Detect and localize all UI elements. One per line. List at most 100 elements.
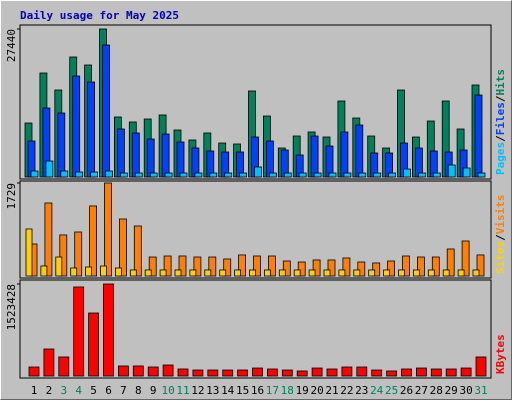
x-tick-label: 5: [90, 384, 97, 397]
legend-entry: Pages: [494, 142, 507, 175]
bar: [105, 170, 113, 178]
x-tick-label: 2: [46, 384, 53, 397]
x-tick-label: 26: [400, 384, 413, 397]
x-tick-label: 14: [221, 384, 235, 397]
bar: [343, 172, 352, 178]
bar: [313, 172, 322, 178]
bar: [178, 255, 187, 277]
bar: [161, 133, 170, 178]
bar: [176, 141, 185, 178]
bar: [278, 269, 286, 277]
x-tick-label: 25: [385, 384, 398, 397]
bar: [445, 368, 457, 377]
bar: [403, 168, 411, 178]
legend-entry: Visits: [494, 195, 507, 235]
bar: [103, 283, 114, 377]
x-tick-label: 3: [60, 384, 67, 397]
bar: [431, 256, 440, 277]
bar: [30, 170, 39, 178]
legend: KBytes: [494, 334, 507, 374]
bar: [461, 240, 470, 277]
x-tick-label: 16: [251, 384, 264, 397]
bar: [100, 265, 107, 277]
bar: [371, 369, 383, 377]
bar: [120, 172, 128, 178]
bar: [267, 255, 276, 277]
bar: [265, 140, 274, 178]
x-tick-label: 9: [150, 384, 157, 397]
bar: [25, 228, 33, 277]
bar: [266, 368, 278, 377]
legend-entry: Hits: [494, 69, 507, 96]
x-tick-label: 24: [370, 384, 384, 397]
bar: [430, 368, 442, 377]
x-tick-label: 18: [281, 384, 294, 397]
x-tick-label: 7: [120, 384, 127, 397]
y-tick-label: 27440: [5, 29, 18, 62]
bar: [447, 164, 456, 178]
legend-entry: Files: [494, 102, 507, 135]
bar: [476, 254, 485, 277]
bar: [134, 172, 143, 178]
bar: [194, 172, 203, 178]
legend-separator: /: [494, 234, 507, 241]
bar: [44, 202, 53, 277]
bar: [219, 269, 227, 277]
bar: [189, 269, 197, 277]
bar: [323, 269, 331, 277]
bar: [177, 368, 189, 377]
x-tick-label: 21: [325, 384, 338, 397]
bar: [327, 259, 336, 277]
bar: [72, 75, 81, 178]
bar: [73, 286, 85, 377]
bar: [118, 365, 129, 377]
bar: [74, 231, 83, 277]
bar: [356, 366, 368, 377]
bar: [234, 269, 242, 277]
x-tick-label: 10: [161, 384, 174, 397]
legend-separator: /: [494, 95, 507, 102]
bar: [328, 172, 337, 178]
x-tick-label: 17: [266, 384, 279, 397]
bar: [254, 166, 262, 178]
bar: [58, 356, 70, 377]
bar: [457, 269, 465, 277]
bar: [85, 266, 92, 277]
bar: [70, 267, 78, 277]
bar: [341, 366, 353, 377]
bar: [209, 172, 218, 178]
bar: [326, 368, 338, 377]
bar: [149, 172, 158, 178]
bar: [358, 172, 367, 178]
x-tick-label: 31: [474, 384, 487, 397]
bar: [40, 265, 48, 277]
bar: [398, 269, 405, 277]
bar: [132, 365, 144, 377]
x-tick-label: 23: [355, 384, 368, 397]
x-tick-label: 22: [340, 384, 353, 397]
chart-title: Daily usage for May 2025: [20, 9, 179, 22]
x-tick-label: 12: [191, 384, 204, 397]
bar: [412, 269, 420, 277]
bar: [297, 261, 306, 277]
bar: [340, 131, 349, 178]
bar: [164, 172, 173, 178]
bar: [119, 218, 127, 277]
bar: [207, 369, 219, 377]
bar: [87, 81, 95, 178]
bar: [401, 368, 412, 377]
bar: [222, 369, 234, 377]
bar: [312, 259, 321, 277]
bar: [308, 269, 316, 277]
x-tick-label: 27: [415, 384, 428, 397]
bar: [163, 255, 172, 277]
bar: [102, 44, 110, 178]
bar: [45, 160, 54, 178]
y-tick-label: 1729: [5, 183, 18, 210]
bar: [357, 261, 366, 277]
bar: [427, 269, 435, 277]
bar: [310, 135, 319, 178]
bar: [59, 234, 68, 277]
bar: [193, 256, 202, 277]
